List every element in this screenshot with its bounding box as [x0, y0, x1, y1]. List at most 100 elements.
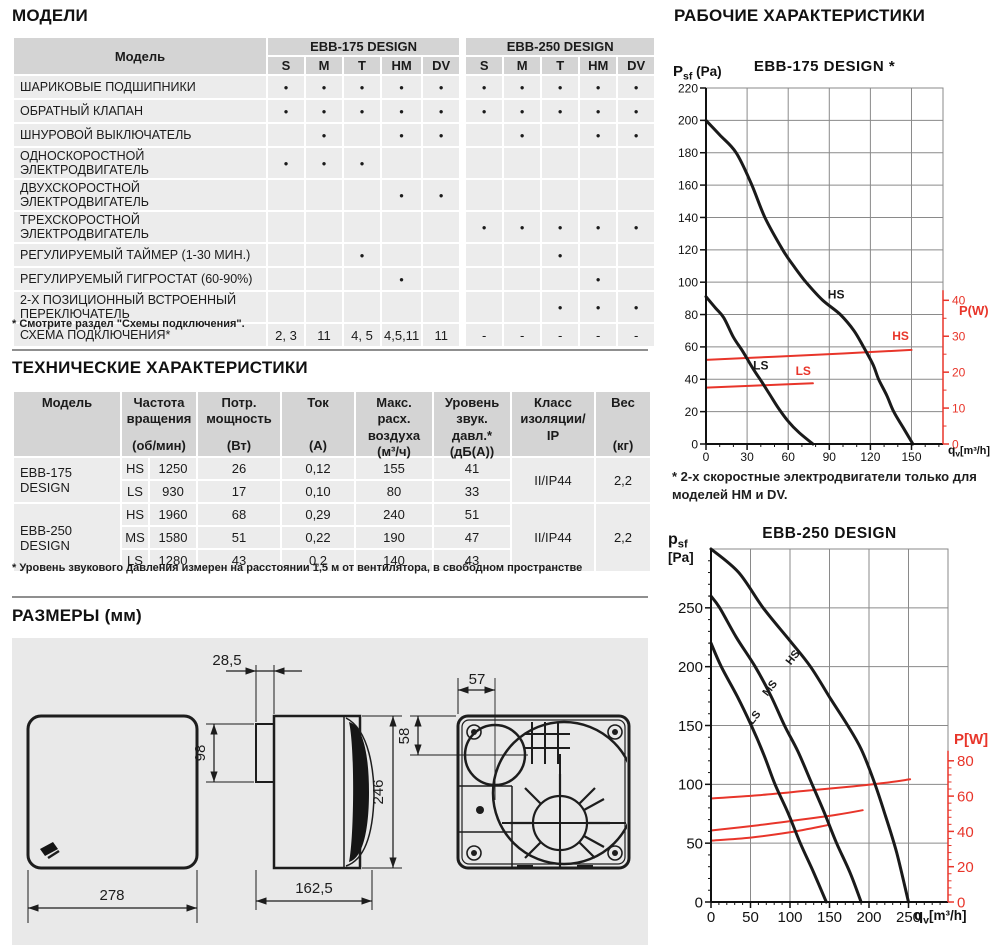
feature-dot: ● [580, 292, 617, 322]
model-name: EBB-250 DESIGN [14, 504, 120, 571]
feature-dot: ● [306, 124, 342, 146]
rpm-cell: 1960 [150, 504, 196, 525]
chart-title: EBB-250 DESIGN [762, 525, 896, 542]
feature-dot: ● [504, 100, 541, 122]
series-curve-MS [709, 594, 863, 904]
series-curve-HS [704, 118, 915, 446]
speed-column-header: HM [382, 57, 422, 74]
feature-value [580, 244, 617, 266]
feature-value [382, 244, 422, 266]
y2-tick-label: 20 [952, 365, 966, 379]
tech-table: Модель Частота вращения (об/мин) Потр. мощн… [12, 390, 652, 573]
speed-column-header: DV [618, 57, 655, 74]
feature-label: ОДНОСКОРОСТНОЙ ЭЛЕКТРОДВИГАТЕЛЬ [14, 148, 266, 178]
feature-dot: ● [504, 212, 541, 242]
speed-column-header: S [466, 57, 503, 74]
tech-header-title: Макс. расх. воздуха [367, 395, 421, 443]
front-cover-panel [349, 722, 369, 862]
grille-hatch [524, 722, 570, 764]
feature-label: ТРЕХСКОРОСТНОЙ ЭЛЕКТРОДВИГАТЕЛЬ [14, 212, 266, 242]
feature-dot: ● [580, 76, 617, 98]
feature-dot: ● [580, 212, 617, 242]
series-label-LS: LS [745, 709, 763, 727]
feature-value [268, 268, 304, 290]
y-tick-label: 50 [686, 836, 703, 853]
insulation-cell: II/IP44 [512, 504, 594, 571]
feature-row: ОБРАТНЫЙ КЛАПАН ● ● ● ● ● ● ● ● ● ● [14, 100, 655, 122]
feature-value [306, 212, 342, 242]
tech-column-header: Потр. мощность (Вт) [198, 392, 280, 456]
models-table: Модель EBB-175 DESIGN EBB-250 DESIGN S M T HM D… [12, 36, 656, 348]
column-spacer [461, 148, 464, 178]
feature-dot: ● [382, 100, 422, 122]
dim-outlet-offset-y: 58 [396, 728, 413, 745]
section-heading-models: МОДЕЛИ [12, 6, 88, 25]
side-view-drawing: 28,5 98 246 162,5 [192, 652, 402, 910]
model-name: EBB-175 DESIGN [14, 458, 120, 502]
feature-dot: ● [344, 148, 380, 178]
feature-label: ШАРИКОВЫЕ ПОДШИПНИКИ [14, 76, 266, 98]
tech-column-header: Модель [14, 392, 120, 456]
y2-axis-title: P(W) [959, 303, 989, 318]
x-tick-label: 150 [817, 909, 842, 926]
airflow-cell: 240 [356, 504, 432, 525]
feature-dot: ● [580, 100, 617, 122]
series-curve-power [710, 824, 829, 842]
feature-dot: ● [466, 100, 503, 122]
feature-label: ШНУРОВОЙ ВЫКЛЮЧАТЕЛЬ [14, 124, 266, 146]
y-tick-label: 0 [695, 894, 703, 911]
rpm-cell: 1580 [150, 527, 196, 548]
feature-dot: ● [542, 244, 579, 266]
tech-header-title: Уровень звук. давл.* [444, 395, 500, 443]
feature-value [466, 292, 503, 322]
y-tick-label: 80 [685, 308, 699, 322]
x-tick-label: 60 [782, 450, 796, 464]
feature-label: РЕГУЛИРУЕМЫЙ ТАЙМЕР (1-30 МИН.) [14, 244, 266, 266]
y-tick-label: 20 [685, 405, 699, 419]
feature-value [618, 268, 655, 290]
feature-dot: ● [344, 100, 380, 122]
feature-value [504, 292, 541, 322]
feature-dot: ● [618, 100, 655, 122]
feature-value [268, 244, 304, 266]
y-tick-label: 250 [678, 600, 703, 617]
feature-label: СХЕМА ПОДКЛЮЧЕНИЯ* [14, 324, 266, 346]
series-curve-LS [705, 382, 814, 389]
speed-column-header: DV [423, 57, 460, 74]
y2-tick-label: 0 [957, 894, 965, 911]
feature-dot: ● [618, 212, 655, 242]
feature-value [268, 212, 304, 242]
feature-value: - [618, 324, 655, 346]
power-cell: 17 [198, 481, 280, 502]
section-heading-performance: РАБОЧИЕ ХАРАКТЕРИСТИКИ [674, 6, 926, 25]
x-tick-label: 30 [740, 450, 754, 464]
series-curve-HS [705, 348, 913, 361]
feature-dot: ● [423, 180, 460, 210]
feature-dot: ● [382, 124, 422, 146]
tech-header-title: Потр. мощность [206, 395, 272, 427]
feature-dot: ● [618, 124, 655, 146]
speed-cell: LS [122, 481, 148, 502]
airflow-cell: 155 [356, 458, 432, 479]
feature-dot: ● [423, 124, 460, 146]
column-spacer [461, 292, 464, 322]
feature-dot: ● [382, 268, 422, 290]
series-curve-LS [704, 295, 815, 446]
feature-value [344, 180, 380, 210]
feature-value: - [504, 324, 541, 346]
tech-column-header: Класс изоляции/ IP [512, 392, 594, 456]
x-tick-label: 100 [777, 909, 802, 926]
impeller-spokes [510, 774, 610, 868]
feature-dot: ● [542, 292, 579, 322]
screws [466, 724, 623, 861]
section-divider [12, 596, 648, 598]
tech-header-unit: (дБ(А)) [449, 443, 495, 459]
feature-dot: ● [382, 180, 422, 210]
models-table-footnote: * Смотрите раздел "Схемы подключения". [12, 318, 245, 330]
series-curve-HS [709, 547, 910, 904]
x-tick-label: 0 [703, 450, 710, 464]
feature-dot: ● [268, 100, 304, 122]
dim-outlet-offset-x: 57 [469, 671, 486, 688]
tech-header-box: Модель [16, 393, 118, 455]
y-tick-label: 220 [678, 81, 698, 95]
